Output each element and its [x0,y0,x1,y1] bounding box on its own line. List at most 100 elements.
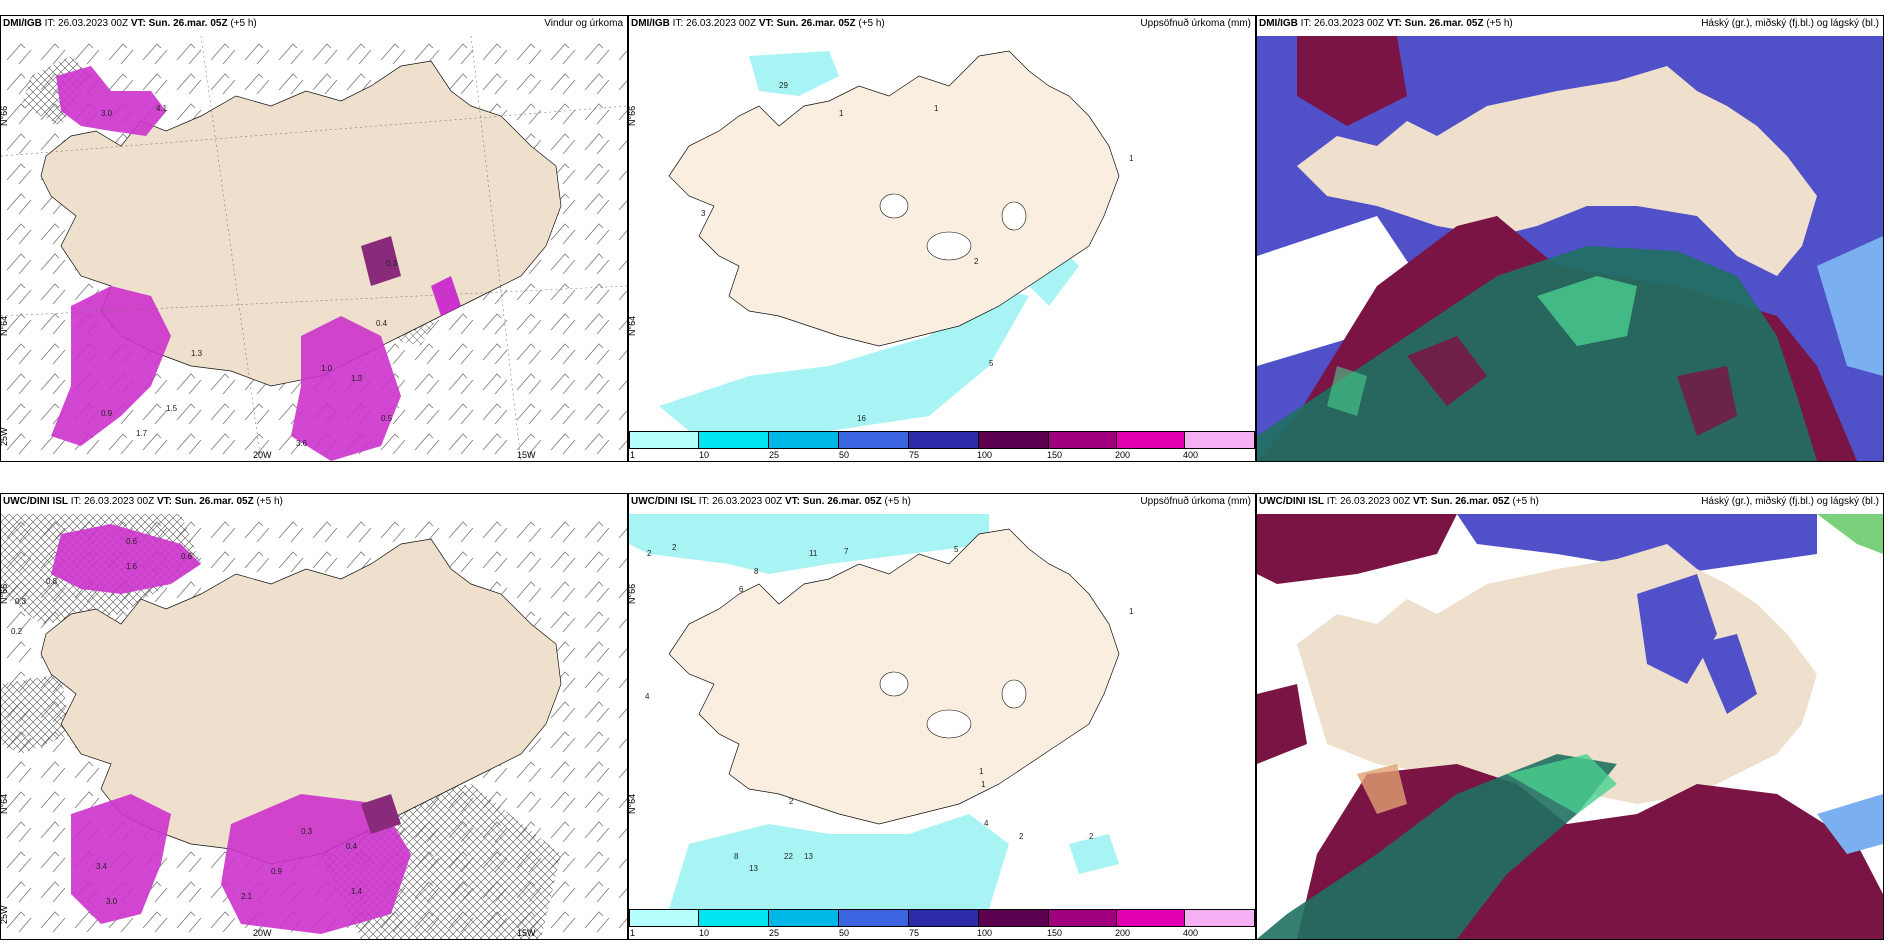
model-name: UWC/DINI ISL [631,496,696,507]
colorbar-tick: 100 [977,450,993,460]
precip-value: 8 [754,567,759,576]
init-time: 26.03.2023 00Z [1314,18,1385,29]
map-accumulated-precip[interactable]: 29 1 1 1 3 2 5 16 N°66 N°64 [629,36,1255,431]
init-time: 26.03.2023 00Z [84,496,155,507]
colorbar-swatch [1049,909,1117,927]
precip-area-sw [51,286,171,446]
colorbar-tick: 10 [699,928,710,938]
precip-value: 1 [979,767,984,776]
colorbar-tick: 75 [909,450,920,460]
precip-value: 0.6 [126,537,138,546]
lon-label: 25W [1,427,9,446]
panel-dmi-clouds: DMI/IGB IT: 26.03.2023 00Z VT: Sun. 26.m… [1256,15,1884,462]
forecast-offset: (+5 h) [1512,496,1539,507]
precip-value: 1 [934,104,939,113]
lat-label: N°66 [629,106,637,126]
precip-value: 13 [804,852,813,861]
colorbar-swatch [979,431,1049,449]
colorbar-swatch [629,909,699,927]
precip-value: 3.6 [296,439,308,448]
panel-header: UWC/DINI ISL IT: 26.03.2023 00Z VT: Sun.… [631,496,1251,507]
colorbar-swatch [909,431,979,449]
precip-value: 22 [784,852,793,861]
colorbar-swatch [839,909,909,927]
map-cloud-cover[interactable] [1257,36,1883,461]
precip-value: 4 [645,692,650,701]
lat-label: N°66 [1,584,9,604]
precip-value: 2.1 [241,892,253,901]
precip-value: 1 [1129,154,1134,163]
colorbar-tick: 50 [839,450,850,460]
precip-value: 13 [749,864,758,873]
colorbar-tick: 25 [769,928,780,938]
precip-value: 0.4 [346,842,358,851]
precip-value: 2 [974,257,979,266]
precip-value: 2 [789,797,794,806]
forecast-offset: (+5 h) [256,496,283,507]
precip-value: 0.5 [381,414,393,423]
colorbar-tick: 25 [769,450,780,460]
lon-label: 25W [1,905,9,924]
precip-value: 1.3 [191,349,203,358]
map-accumulated-precip[interactable]: 2 2 11 7 5 8 6 1 4 1 1 2 4 8 13 22 13 2 … [629,514,1255,909]
colorbar: 1 10 25 50 75 100 150 200 400 [629,431,1255,461]
colorbar: 1 10 25 50 75 100 150 200 400 [629,909,1255,939]
colorbar-swatch [769,909,839,927]
init-time: 26.03.2023 00Z [712,496,783,507]
panel-uwc-wind: UWC/DINI ISL IT: 26.03.2023 00Z VT: Sun.… [0,493,628,940]
precip-value: 0.2 [11,627,23,636]
panel-uwc-precip: UWC/DINI ISL IT: 26.03.2023 00Z VT: Sun.… [628,493,1256,940]
precip-value: 2 [672,543,677,552]
panel-header: DMI/IGB IT: 26.03.2023 00Z VT: Sun. 26.m… [3,18,623,29]
precip-value: 3 [701,209,706,218]
panel-title: Uppsöfnuð úrkoma (mm) [1140,496,1251,507]
precip-value: 1.6 [126,562,138,571]
precip-value: 1.7 [136,429,148,438]
precip-value: 4.1 [156,104,168,113]
valid-time: Sun. 26.mar. 05Z [1404,18,1484,29]
colorbar-tick: 400 [1183,450,1199,460]
lat-label: N°64 [1,316,9,336]
panel-uwc-clouds: UWC/DINI ISL IT: 26.03.2023 00Z VT: Sun.… [1256,493,1884,940]
precip-value: 0.3 [15,597,27,606]
precip-value: 6 [739,585,744,594]
iceland-outline [40,538,562,865]
valid-time: Sun. 26.mar. 05Z [174,496,254,507]
valid-time: Sun. 26.mar. 05Z [1430,496,1510,507]
precip-value: 2 [1019,832,1024,841]
precip-value: 0.3 [386,259,398,268]
precip-value: 16 [857,414,866,423]
precip-value: 11 [809,549,818,558]
forecast-offset: (+5 h) [230,18,257,29]
precip-value: 0.3 [301,827,313,836]
precip-value: 0.8 [46,577,58,586]
map-cloud-cover[interactable] [1257,514,1883,939]
map-wind-precip[interactable]: 3.0 4.1 0.3 0.4 1.3 1.0 1.3 1.5 0.5 3.6 … [1,36,627,461]
lon-label: 20W [253,928,272,938]
colorbar-swatch [1117,431,1185,449]
panel-header: DMI/IGB IT: 26.03.2023 00Z VT: Sun. 26.m… [631,18,1251,29]
panel-title: Háský (gr.), miðský (fj.bl.) og lágský (… [1701,18,1879,29]
precip-value: 1 [981,780,986,789]
precip-value: 0.9 [101,409,113,418]
map-wind-precip[interactable]: 0.6 1.6 0.6 0.3 0.8 0.2 3.0 3.4 2.1 0.4 … [1,514,627,939]
init-time: 26.03.2023 00Z [58,18,129,29]
forecast-offset: (+5 h) [858,18,885,29]
lon-label: 15W [517,450,536,460]
colorbar-tick: 50 [839,928,850,938]
colorbar-tick: 75 [909,928,920,938]
colorbar-swatch [1049,431,1117,449]
model-name: DMI/IGB [1259,18,1298,29]
init-time: 26.03.2023 00Z [686,18,757,29]
forecast-offset: (+5 h) [884,496,911,507]
valid-time: Sun. 26.mar. 05Z [148,18,228,29]
colorbar-tick: 150 [1047,450,1063,460]
precip-value: 2 [1089,832,1094,841]
model-name: UWC/DINI ISL [3,496,68,507]
precip-value: 29 [779,81,788,90]
colorbar-swatch [699,909,769,927]
precip-value: 1.0 [321,364,333,373]
precip-value: 1 [839,109,844,118]
precip-value: 3.0 [101,109,113,118]
colorbar-tick: 1 [630,928,636,938]
